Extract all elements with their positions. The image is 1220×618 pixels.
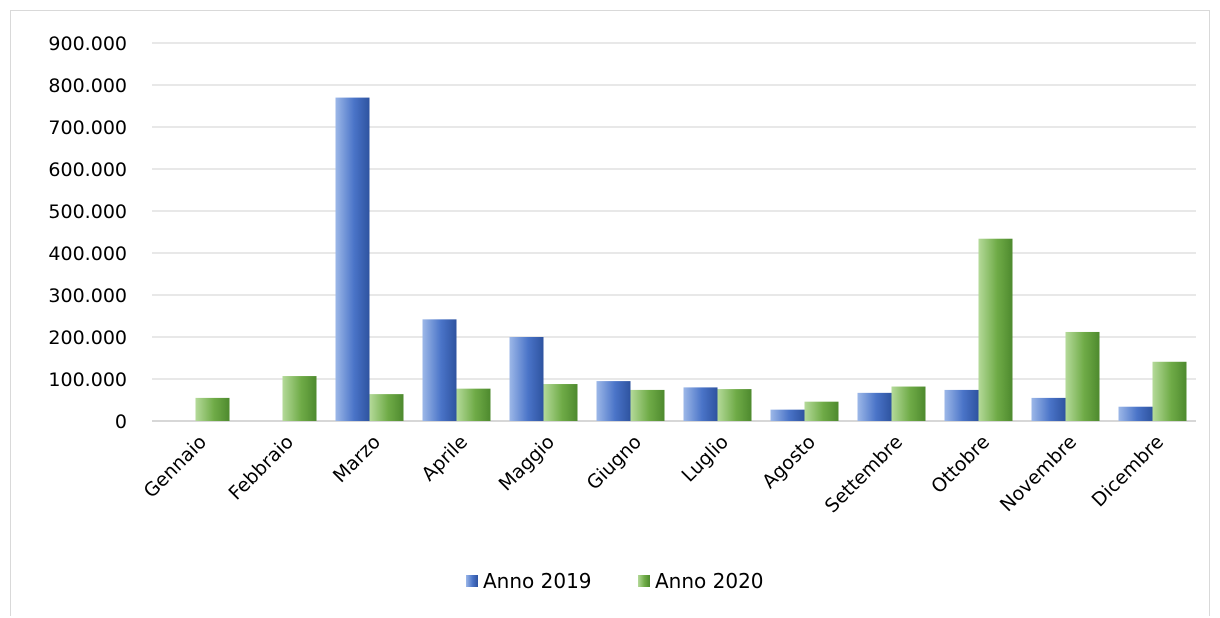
x-tick-label: Marzo bbox=[329, 431, 385, 487]
gridlines bbox=[152, 42, 1196, 422]
x-tick-label: Maggio bbox=[495, 431, 559, 495]
x-tick-label: Febbraio bbox=[224, 431, 298, 505]
y-tick-label: 300.000 bbox=[48, 285, 127, 307]
x-tick-label: Novembre bbox=[996, 431, 1081, 516]
x-axis: Gennaio Febbraio Marzo Aprile Maggio Giugno Lu… bbox=[140, 431, 1168, 517]
x-tick-label: Settembre bbox=[821, 431, 907, 517]
bar-anno-2020-settembre bbox=[891, 386, 926, 421]
bar-anno-2019-aprile bbox=[422, 319, 457, 421]
bar-anno-2019-settembre bbox=[857, 392, 892, 421]
x-tick-label: Giugno bbox=[583, 431, 646, 494]
y-tick-label: 500.000 bbox=[48, 201, 127, 223]
x-tick-label: Dicembre bbox=[1088, 431, 1168, 511]
bar-anno-2020-dicembre bbox=[1152, 361, 1187, 421]
bar-anno-2020-luglio bbox=[717, 389, 752, 421]
bar-anno-2020-febbraio bbox=[282, 376, 317, 421]
bars bbox=[195, 97, 1187, 421]
bar-anno-2020-marzo bbox=[369, 394, 404, 421]
bar-anno-2020-agosto bbox=[804, 401, 839, 421]
x-tick-label: Luglio bbox=[677, 431, 733, 487]
bar-anno-2020-aprile bbox=[456, 388, 491, 421]
bar-anno-2020-giugno bbox=[630, 389, 665, 421]
x-tick-label: Aprile bbox=[417, 431, 472, 486]
legend-swatch bbox=[466, 575, 478, 587]
legend: Anno 2019 Anno 2020 bbox=[466, 569, 764, 593]
x-tick-label: Gennaio bbox=[140, 431, 211, 502]
bar-anno-2019-giugno bbox=[596, 381, 631, 421]
bar-anno-2019-agosto bbox=[770, 409, 805, 421]
legend-swatch bbox=[638, 575, 650, 587]
bar-anno-2019-marzo bbox=[335, 97, 370, 421]
y-tick-label: 100.000 bbox=[48, 369, 127, 391]
y-tick-label: 700.000 bbox=[48, 117, 127, 139]
legend-label: Anno 2020 bbox=[655, 569, 764, 593]
legend-label: Anno 2019 bbox=[483, 569, 592, 593]
bar-anno-2019-maggio bbox=[509, 337, 544, 421]
bar-anno-2020-novembre bbox=[1065, 331, 1100, 421]
bar-anno-2020-maggio bbox=[543, 384, 578, 421]
x-tick-label: Agosto bbox=[758, 431, 820, 493]
bar-anno-2019-luglio bbox=[683, 387, 718, 421]
bar-anno-2020-ottobre bbox=[978, 238, 1013, 421]
bar-anno-2019-dicembre bbox=[1118, 406, 1153, 421]
y-tick-label: 600.000 bbox=[48, 159, 127, 181]
y-tick-label: 400.000 bbox=[48, 243, 127, 265]
y-tick-label: 900.000 bbox=[48, 33, 127, 55]
y-tick-label: 800.000 bbox=[48, 75, 127, 97]
y-tick-label: 200.000 bbox=[48, 327, 127, 349]
y-axis: 0 100.000 200.000 300.000 400.000 500.000 600.… bbox=[48, 33, 127, 433]
x-tick-label: Ottobre bbox=[927, 431, 994, 498]
bar-anno-2019-novembre bbox=[1031, 397, 1066, 421]
bar-anno-2020-gennaio bbox=[195, 397, 230, 421]
bar-anno-2019-ottobre bbox=[944, 389, 979, 421]
y-tick-label: 0 bbox=[115, 411, 127, 433]
